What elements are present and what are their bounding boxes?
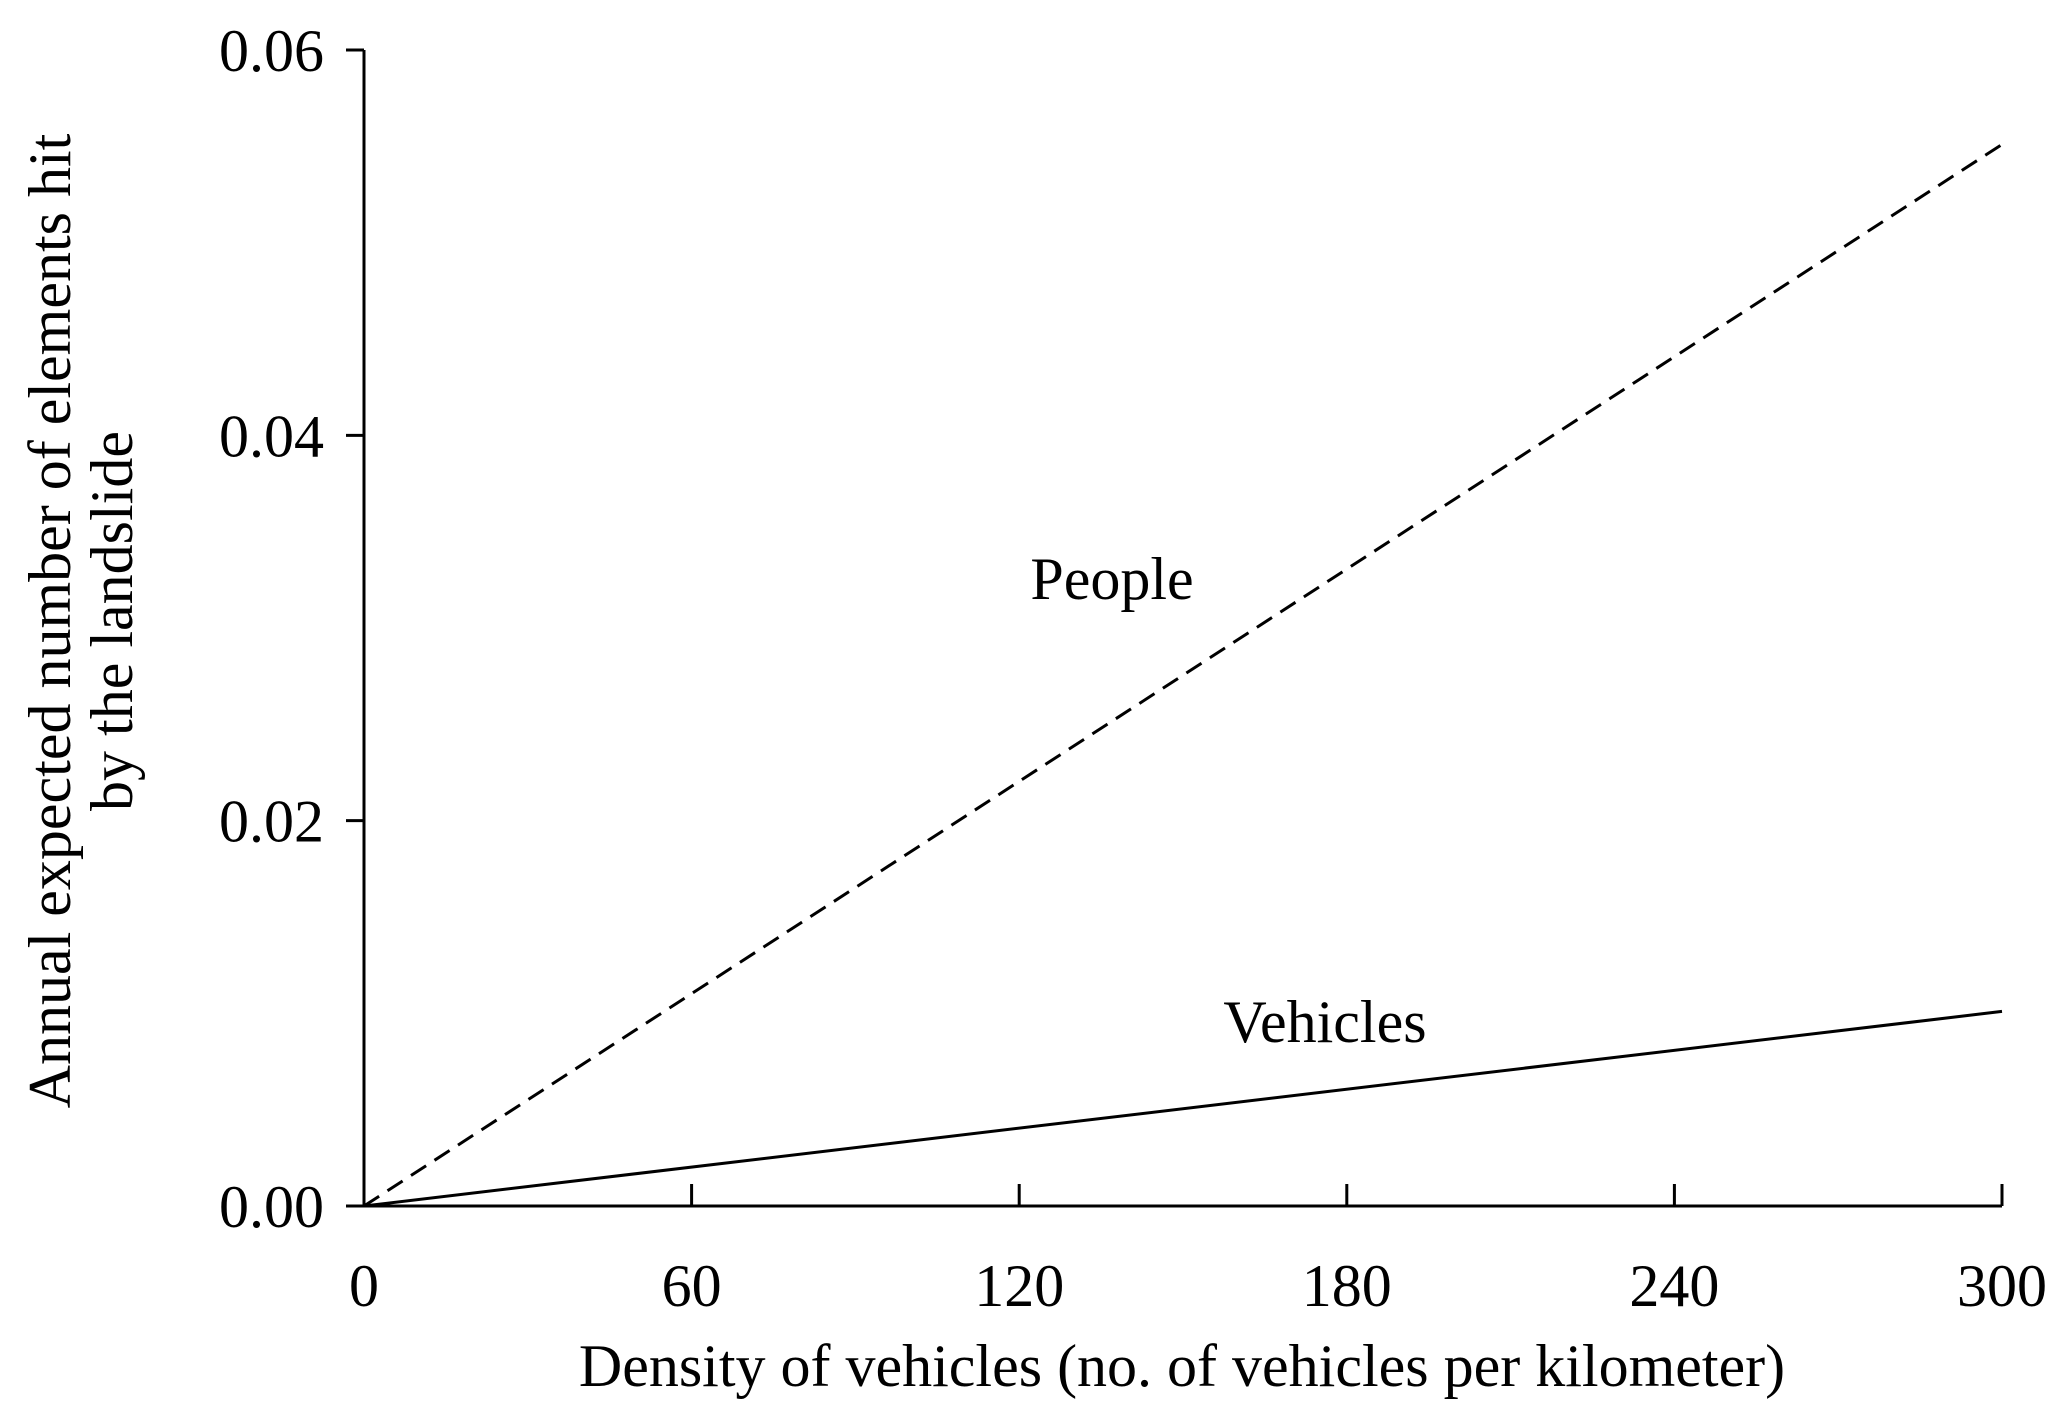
series-line-vehicles xyxy=(363,1009,2003,1208)
series-line-people xyxy=(363,143,2003,1208)
x-tick-label: 120 xyxy=(974,1253,1064,1319)
x-tick-label: 60 xyxy=(662,1253,722,1319)
y-tick-label: 0.06 xyxy=(219,18,324,84)
y-tick-label: 0.00 xyxy=(219,1174,324,1240)
y-axis-title: Annual expected number of elements hit b… xyxy=(17,133,145,1108)
y-tick-label: 0.04 xyxy=(219,403,324,469)
y-axis-title-line-2: by the landslide xyxy=(79,431,145,811)
x-tick-label: 180 xyxy=(1302,1253,1392,1319)
series-layer: People Vehicles xyxy=(363,143,2003,1208)
series-label-people: People xyxy=(1030,546,1193,612)
series-label-vehicles: Vehicles xyxy=(1223,989,1426,1055)
y-axis-ticks: 0.00 0.02 0.04 0.06 xyxy=(219,18,364,1240)
y-tick-label: 0.02 xyxy=(219,789,324,855)
x-tick-label: 300 xyxy=(1957,1253,2047,1319)
x-axis-title: Density of vehicles (no. of vehicles per… xyxy=(579,1333,1785,1399)
x-axis-ticks: 0 60 120 180 240 300 xyxy=(349,1184,2047,1319)
plot-area: 0.00 0.02 0.04 0.06 0 60 120 180 240 300 People V… xyxy=(219,18,2047,1319)
x-tick-label: 240 xyxy=(1629,1253,1719,1319)
x-tick-label: 0 xyxy=(349,1253,379,1319)
y-axis-title-line-1: Annual expected number of elements hit xyxy=(17,133,83,1108)
